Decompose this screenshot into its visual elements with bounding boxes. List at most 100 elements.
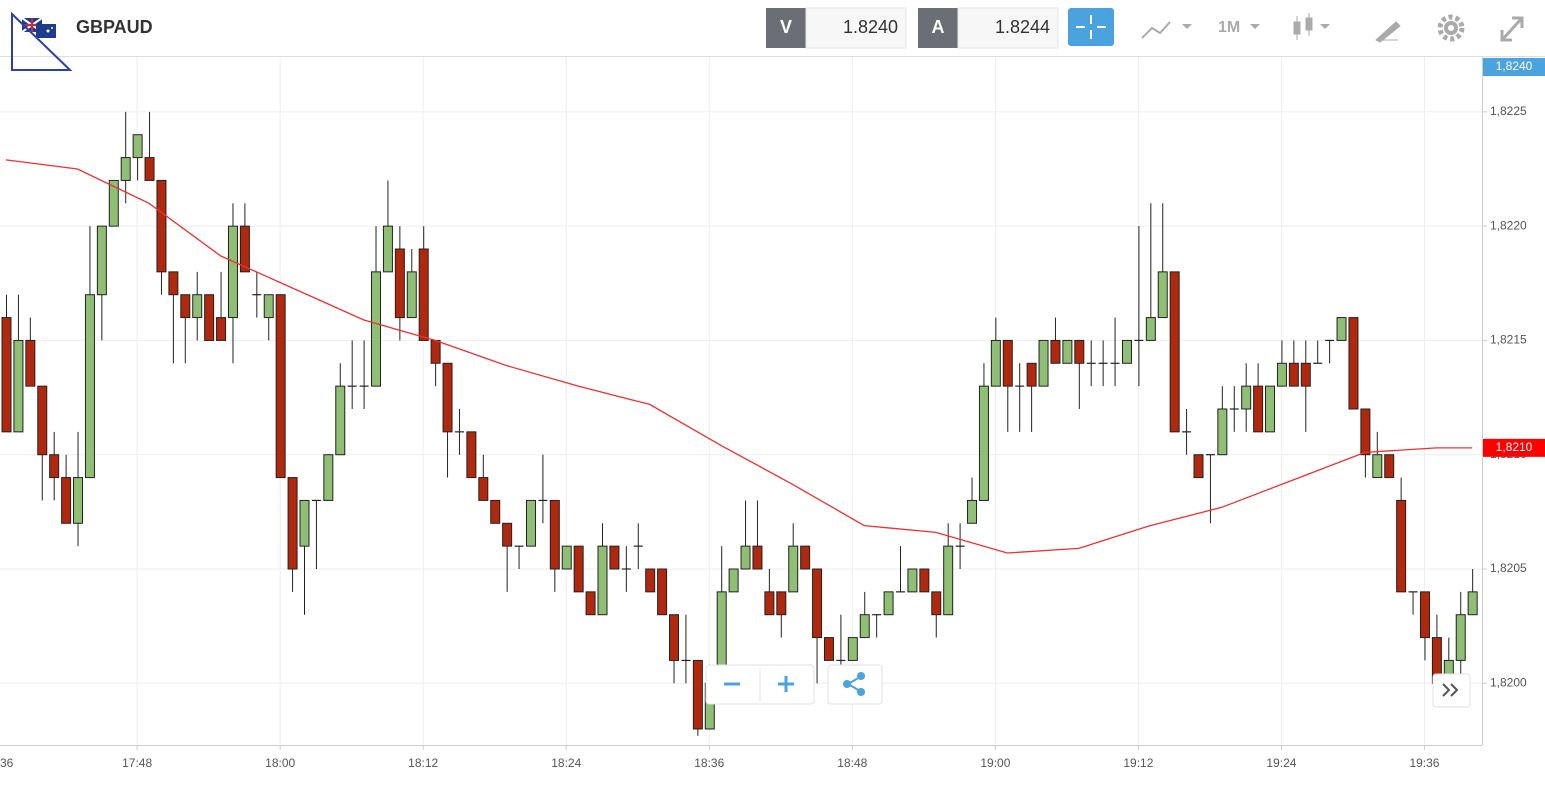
timeframe-caret — [1250, 24, 1260, 29]
x-tick-label: 18:24 — [551, 756, 581, 770]
corner-marker — [11, 11, 73, 71]
candle-body — [931, 591, 942, 616]
ask-label-box — [918, 8, 958, 48]
timeframe[interactable]: 1M — [1218, 19, 1240, 36]
candle-body — [1157, 271, 1168, 319]
candle-body — [800, 545, 811, 570]
candle-body — [812, 568, 823, 639]
x-tick-label: 36 — [0, 756, 14, 770]
settings-button[interactable] — [1437, 14, 1465, 42]
zoom-in[interactable] — [778, 676, 794, 692]
candle-body — [1074, 339, 1085, 364]
candle-body — [740, 545, 751, 570]
candle-body — [561, 545, 572, 570]
candle-body — [335, 385, 346, 456]
current-price-box — [1483, 58, 1545, 76]
candle-body — [1372, 454, 1383, 479]
candle-body — [525, 499, 536, 547]
draw-button[interactable] — [1375, 21, 1401, 43]
symbol: GBPAUD — [76, 17, 153, 37]
share-button[interactable] — [827, 664, 883, 705]
candle-body — [168, 271, 179, 296]
candle-body — [466, 431, 477, 479]
candle-body — [657, 568, 668, 616]
y-tick-label: 1,8200 — [1490, 675, 1527, 689]
candle-body — [1276, 362, 1287, 387]
candle-body — [96, 225, 107, 296]
x-tick-label: 19:12 — [1123, 756, 1153, 770]
candle-body — [1, 317, 12, 433]
zoom-controls — [705, 664, 883, 705]
candle-body — [287, 477, 298, 570]
candle-body — [204, 294, 215, 341]
bid-box[interactable] — [805, 7, 907, 49]
candle-body — [943, 545, 954, 616]
candle-body — [108, 179, 119, 227]
candle-body — [1253, 385, 1264, 433]
candle-body — [1169, 271, 1180, 433]
candle-body — [1050, 339, 1061, 364]
candle-body — [37, 385, 48, 456]
candle-body — [669, 614, 680, 661]
candle-body — [1288, 362, 1299, 387]
candle-body — [120, 157, 131, 181]
moving-average — [5, 159, 1473, 554]
candle-body — [978, 385, 989, 501]
candle-body — [275, 294, 286, 479]
candle-body — [752, 545, 763, 570]
candle-body — [1121, 339, 1132, 364]
chart-type-button[interactable] — [1141, 21, 1192, 39]
candle-body — [1336, 317, 1347, 341]
fullscreen-button[interactable] — [1500, 16, 1524, 42]
crosshair-button[interactable] — [1068, 8, 1114, 46]
candle-body — [573, 545, 584, 593]
scroll-end-button[interactable] — [1432, 673, 1471, 708]
ask-label: A — [932, 17, 945, 37]
candle-body — [1300, 362, 1311, 387]
x-tick-label: 19:36 — [1409, 756, 1439, 770]
candle-body — [1265, 385, 1276, 433]
candle-body — [788, 545, 799, 593]
y-tick-label: 1,8215 — [1490, 333, 1527, 347]
candle-body — [1384, 454, 1395, 479]
candle-body — [692, 659, 703, 730]
candle-body — [1026, 362, 1037, 387]
candle-body — [490, 499, 501, 524]
candle-body — [382, 225, 393, 273]
candle-body — [883, 591, 894, 616]
candle-body — [1455, 614, 1466, 661]
x-tick-label: 18:36 — [694, 756, 724, 770]
candle-body — [1241, 385, 1252, 410]
candle-button[interactable] — [1293, 13, 1330, 40]
candle-body — [823, 637, 834, 661]
candle-body — [502, 522, 513, 547]
candle-body — [25, 339, 36, 387]
candle-body — [49, 454, 60, 479]
candle-body — [859, 614, 870, 639]
ask-box[interactable] — [957, 7, 1059, 49]
candle-body — [13, 339, 24, 433]
candle-body — [907, 568, 918, 593]
candle-body — [406, 271, 417, 319]
candle-body — [394, 248, 405, 319]
y-tick-label: 1,8225 — [1490, 104, 1527, 118]
candle-body — [1193, 454, 1204, 479]
candle-body — [764, 591, 775, 616]
candle-body — [227, 225, 238, 319]
ma-price-box — [1483, 438, 1545, 457]
candle-body — [1419, 591, 1430, 639]
candle-body — [728, 568, 739, 593]
candle-body — [1145, 317, 1156, 341]
candle-body — [430, 339, 441, 364]
candle-body — [1467, 591, 1478, 616]
candle-body — [847, 637, 858, 661]
candle-body — [323, 454, 334, 501]
candle-body — [585, 591, 596, 616]
candle-body — [1038, 339, 1049, 387]
candle-body — [990, 339, 1001, 387]
y-tick-label: 1,8220 — [1490, 218, 1527, 232]
candle-body — [192, 294, 203, 319]
ma-price-label: 1,8210 — [1496, 440, 1533, 454]
candle-body — [442, 362, 453, 433]
